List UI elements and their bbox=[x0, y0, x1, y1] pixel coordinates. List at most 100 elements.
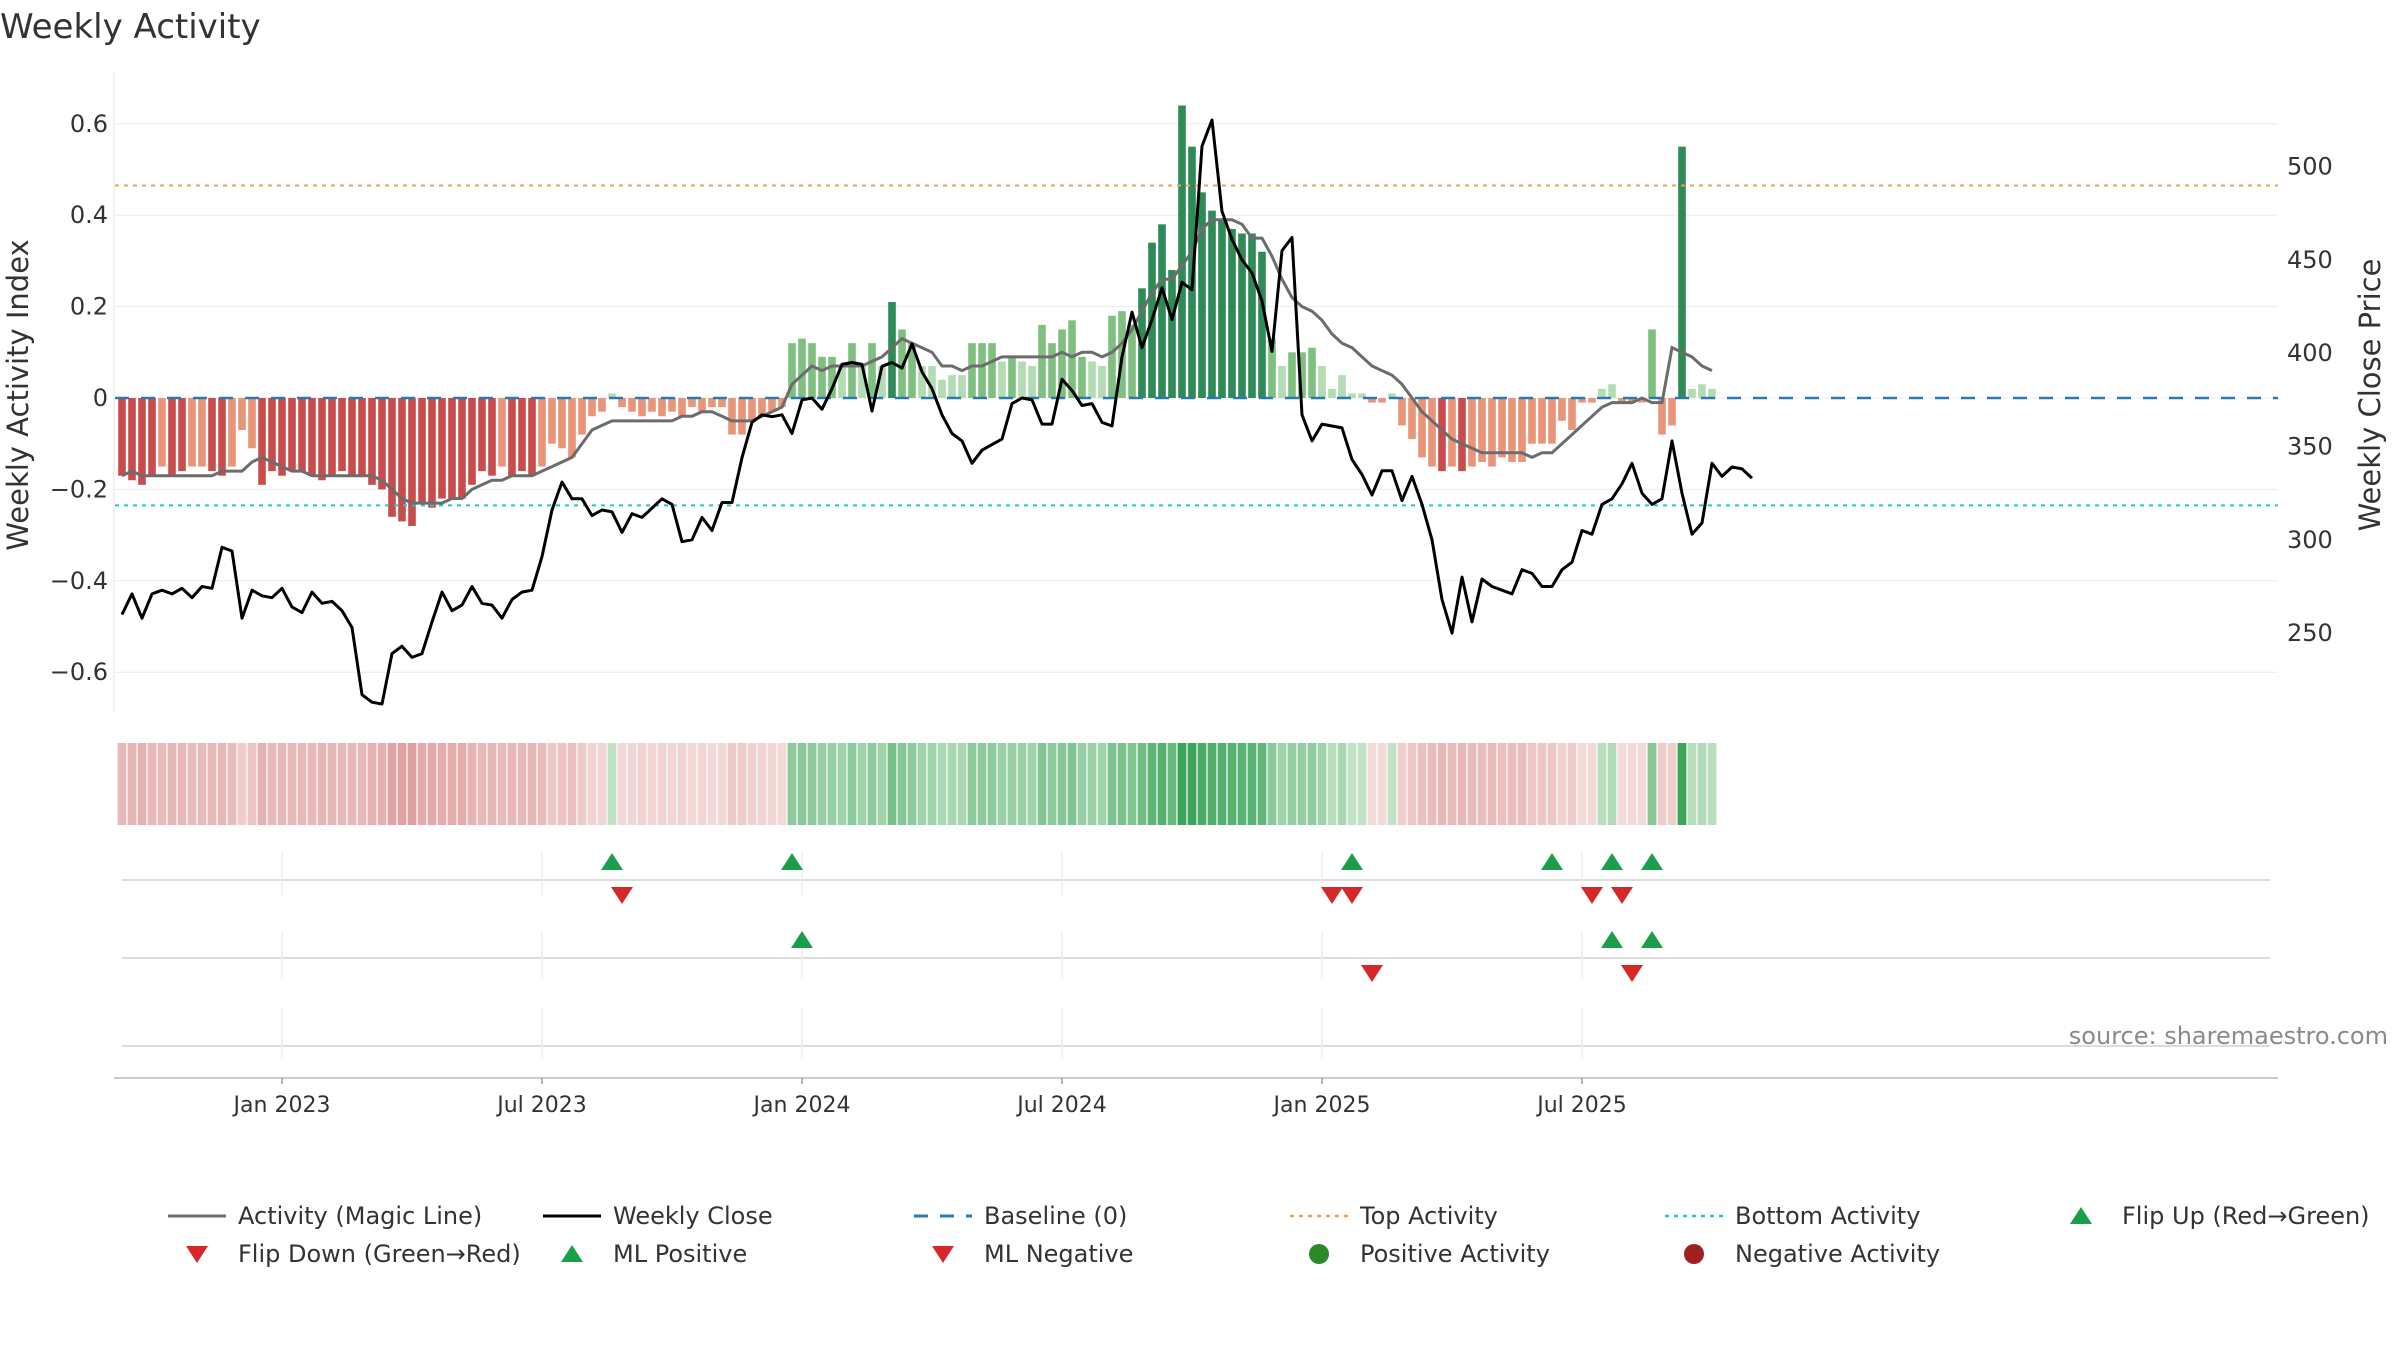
heat-cell bbox=[337, 743, 347, 825]
activity-bar bbox=[628, 398, 636, 412]
legend-item: Flip Up (Red→Green) bbox=[2070, 1202, 2370, 1230]
heat-cell bbox=[377, 743, 387, 825]
heat-cell bbox=[467, 743, 477, 825]
activity-bar bbox=[788, 343, 796, 398]
activity-bar bbox=[1408, 398, 1416, 440]
heat-cell bbox=[1707, 743, 1717, 825]
heat-cell bbox=[437, 743, 447, 825]
heat-cell bbox=[637, 743, 647, 825]
heat-cell bbox=[487, 743, 497, 825]
activity-bar bbox=[668, 398, 676, 412]
heat-cell bbox=[727, 743, 737, 825]
heat-cell bbox=[1107, 743, 1117, 825]
legend-label: Baseline (0) bbox=[984, 1202, 1127, 1230]
heat-cell bbox=[617, 743, 627, 825]
activity-bar bbox=[1288, 352, 1296, 398]
activity-bar bbox=[1388, 393, 1396, 398]
activity-bar bbox=[848, 343, 856, 398]
activity-bar bbox=[1198, 192, 1206, 398]
flip-up-marker bbox=[1601, 853, 1623, 870]
legend-label: ML Positive bbox=[613, 1240, 747, 1268]
heat-cell bbox=[297, 743, 307, 825]
heat-cell bbox=[677, 743, 687, 825]
activity-bar bbox=[348, 398, 356, 476]
legend-item: Bottom Activity bbox=[1665, 1202, 1920, 1230]
heat-cell bbox=[447, 743, 457, 825]
activity-bar bbox=[1338, 375, 1346, 398]
heat-cell bbox=[657, 743, 667, 825]
heat-cell bbox=[1477, 743, 1487, 825]
heat-cell bbox=[987, 743, 997, 825]
activity-bar bbox=[1528, 398, 1536, 444]
heat-cell bbox=[897, 743, 907, 825]
activity-bar bbox=[328, 398, 336, 476]
heat-cell bbox=[217, 743, 227, 825]
activity-bar bbox=[808, 343, 816, 398]
heat-cell bbox=[257, 743, 267, 825]
activity-bar bbox=[1278, 366, 1286, 398]
activity-bar bbox=[1318, 366, 1326, 398]
activity-bar bbox=[1548, 398, 1556, 444]
heat-cell bbox=[907, 743, 917, 825]
source-note: source: sharemaestro.com bbox=[2069, 1022, 2388, 1050]
activity-bar bbox=[1228, 228, 1236, 398]
activity-bar bbox=[1498, 398, 1506, 458]
heat-cell bbox=[557, 743, 567, 825]
activity-bar bbox=[748, 398, 756, 421]
heat-cell bbox=[1637, 743, 1647, 825]
heat-cell bbox=[227, 743, 237, 825]
heat-cell bbox=[1227, 743, 1237, 825]
heat-cell bbox=[1317, 743, 1327, 825]
heat-cell bbox=[1167, 743, 1177, 825]
heat-cell bbox=[1427, 743, 1437, 825]
activity-bar bbox=[1218, 219, 1226, 398]
activity-bar bbox=[1468, 398, 1476, 467]
activity-bar bbox=[478, 398, 486, 472]
activity-bar bbox=[758, 398, 766, 417]
activity-bar bbox=[168, 398, 176, 476]
activity-bar bbox=[1048, 343, 1056, 398]
heat-cell bbox=[317, 743, 327, 825]
magic-line bbox=[121, 218, 1713, 505]
heat-cell bbox=[1097, 743, 1107, 825]
activity-bar bbox=[888, 302, 896, 398]
activity-bar bbox=[508, 398, 516, 476]
heat-cell bbox=[1547, 743, 1557, 825]
activity-bar bbox=[1098, 366, 1106, 398]
heat-cell bbox=[947, 743, 957, 825]
x-tick-label: Jan 2023 bbox=[232, 1093, 331, 1118]
activity-bar bbox=[1598, 388, 1606, 398]
y-tick-label: −0.4 bbox=[50, 567, 108, 595]
heat-cell bbox=[417, 743, 427, 825]
heat-cell bbox=[247, 743, 257, 825]
heat-cell bbox=[1557, 743, 1567, 825]
activity-bar bbox=[918, 366, 926, 398]
legend: Activity (Magic Line) Weekly Close Baselin… bbox=[168, 1202, 2370, 1268]
activity-bar bbox=[1458, 398, 1466, 472]
heat-cell bbox=[1397, 743, 1407, 825]
activity-bar bbox=[778, 398, 786, 408]
heat-cell bbox=[1247, 743, 1257, 825]
heat-cell bbox=[1437, 743, 1447, 825]
y-tick-label: −0.2 bbox=[50, 475, 108, 503]
heat-cell bbox=[1187, 743, 1197, 825]
activity-bar bbox=[1028, 366, 1036, 398]
heat-cell bbox=[937, 743, 947, 825]
activity-bar bbox=[1648, 329, 1656, 398]
heat-cell bbox=[1077, 743, 1087, 825]
ml-positive-marker bbox=[1601, 931, 1623, 948]
heat-cell bbox=[1347, 743, 1357, 825]
heat-cell bbox=[1307, 743, 1317, 825]
heat-cell bbox=[1117, 743, 1127, 825]
activity-bar bbox=[338, 398, 346, 472]
activity-bar bbox=[868, 343, 876, 398]
heat-cell bbox=[1387, 743, 1397, 825]
heat-cell bbox=[1667, 743, 1677, 825]
heat-cell bbox=[1697, 743, 1707, 825]
heat-cell bbox=[147, 743, 157, 825]
activity-bar bbox=[538, 398, 546, 467]
axes: 0.6 0.4 0.2 0 −0.2 −0.4 −0.6 500 450 400 350 300 250 bbox=[50, 72, 2333, 712]
activity-bar bbox=[1268, 338, 1276, 398]
activity-bar bbox=[908, 343, 916, 398]
activity-bar bbox=[208, 398, 216, 472]
